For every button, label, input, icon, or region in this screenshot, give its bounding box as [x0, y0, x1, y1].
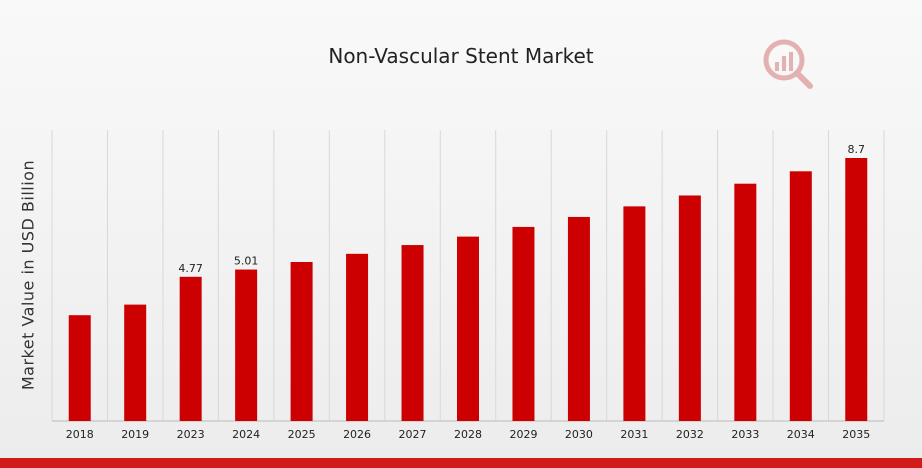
x-tick-label: 2030	[565, 428, 593, 441]
data-label: 8.7	[848, 143, 866, 156]
bar-2025	[290, 261, 313, 421]
bar-2027	[401, 245, 424, 421]
x-tick-label: 2025	[288, 428, 316, 441]
x-tick-label: 2034	[787, 428, 815, 441]
bar-2034	[789, 171, 812, 421]
x-tick-label: 2023	[177, 428, 205, 441]
bar-2030	[567, 216, 590, 421]
bar-2031	[623, 206, 646, 421]
x-tick-label: 2026	[343, 428, 371, 441]
x-tick-label: 2029	[509, 428, 537, 441]
x-tick-label: 2033	[731, 428, 759, 441]
bar-2023	[179, 276, 202, 421]
x-tick-label: 2019	[121, 428, 149, 441]
bar-2035	[845, 158, 868, 421]
x-tick-label: 2032	[676, 428, 704, 441]
magnifier-bar-chart-icon	[763, 39, 813, 89]
bar-2024	[235, 269, 258, 421]
bar-2032	[678, 195, 701, 421]
bar-2019	[124, 304, 147, 421]
bar-2033	[734, 183, 757, 421]
accent-bar	[0, 458, 922, 468]
x-tick-label: 2027	[399, 428, 427, 441]
data-label: 4.77	[178, 262, 203, 275]
bar-2026	[346, 253, 369, 421]
x-tick-label: 2024	[232, 428, 260, 441]
bar-2028	[457, 236, 479, 421]
chart-title: Non-Vascular Stent Market	[328, 44, 594, 68]
x-tick-label: 2018	[66, 428, 94, 441]
x-tick-label: 2028	[454, 428, 482, 441]
bar-2029	[512, 226, 535, 421]
bar-2018	[68, 315, 91, 421]
x-tick-label: 2035	[842, 428, 870, 441]
data-label: 5.01	[234, 255, 259, 268]
x-tick-label: 2031	[620, 428, 648, 441]
